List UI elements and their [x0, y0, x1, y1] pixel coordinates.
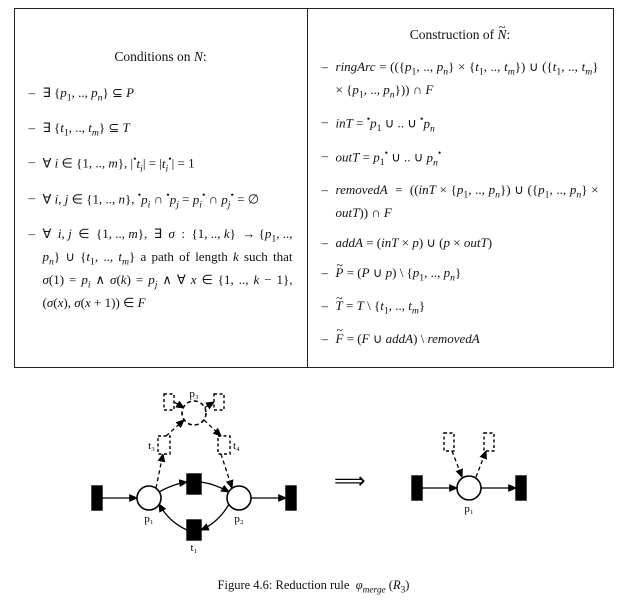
condition-body: ∀ i, j ∈ {1, .., m}, ∃ σ : {1, .., k} → …	[43, 224, 293, 312]
construction-body: inT = •p1 ∪ .. ∪ •pn	[336, 112, 599, 136]
bullet-dash: –	[29, 152, 43, 176]
condition-item: – ∃ {p1, .., pn} ⊆ P	[29, 83, 293, 106]
caption-prefix: Figure 4.6: Reduction rule	[218, 578, 350, 592]
reduction-arrow: ⟹	[334, 468, 366, 493]
construction-body: addA = (inT × p) ∪ (p × outT)	[336, 233, 599, 253]
svg-text:t₃: t₃	[148, 440, 155, 452]
bullet-dash: –	[322, 233, 336, 253]
bullet-dash: –	[322, 57, 336, 102]
bullet-dash: –	[322, 263, 336, 286]
bullet-dash: –	[322, 112, 336, 136]
bullet-dash: –	[29, 224, 43, 312]
condition-item: – ∀ i ∈ {1, .., m}, |•ti| = |ti•| = 1	[29, 152, 293, 176]
construction-body: T = T \ {t1, .., tm}	[336, 296, 599, 319]
rule-box: Conditions on N: – ∃ {p1, .., pn} ⊆ P – …	[14, 8, 614, 368]
construction-item: – F = (F ∪ addA) \ removedA	[322, 329, 599, 349]
conditions-heading: Conditions on N:	[29, 49, 293, 65]
columns: Conditions on N: – ∃ {p1, .., pn} ⊆ P – …	[15, 9, 613, 367]
construction-item: – addA = (inT × p) ∪ (p × outT)	[322, 233, 599, 253]
figure-caption: Figure 4.6: Reduction rule φmerge (R3)	[14, 578, 614, 596]
construction-column: Construction of N: – ringArc = (({p1, ..…	[308, 9, 613, 367]
condition-body: ∀ i, j ∈ {1, .., n}, •pi ∩ •pj = pi• ∩ p…	[43, 188, 293, 212]
condition-item: – ∀ i, j ∈ {1, .., n}, •pi ∩ •pj = pi• ∩…	[29, 188, 293, 212]
construction-body: removedA = ((inT × {p1, .., pn}) ∪ ({p1,…	[336, 180, 599, 223]
bullet-dash: –	[29, 188, 43, 212]
petri-net-diagram: p₁ p₂ p₃ t₁ t₂ t₃ t₄ ⟹ p₁	[14, 388, 614, 558]
construction-item: – P = (P ∪ p) \ {p1, .., pn}	[322, 263, 599, 286]
construction-body: F = (F ∪ addA) \ removedA	[336, 329, 599, 349]
condition-body: ∃ {t1, .., tm} ⊆ T	[43, 118, 293, 141]
construction-heading: Construction of N:	[322, 27, 599, 43]
condition-item: – ∀ i, j ∈ {1, .., m}, ∃ σ : {1, .., k} …	[29, 224, 293, 312]
construction-item: – outT = p1• ∪ .. ∪ pn•	[322, 146, 599, 170]
svg-text:p₂: p₂	[234, 513, 244, 525]
condition-body: ∃ {p1, .., pn} ⊆ P	[43, 83, 293, 106]
construction-body: ringArc = (({p1, .., pn} × {t1, .., tm})…	[336, 57, 599, 102]
bullet-dash: –	[322, 146, 336, 170]
svg-text:t₁: t₁	[190, 542, 197, 554]
condition-item: – ∃ {t1, .., tm} ⊆ T	[29, 118, 293, 141]
bullet-dash: –	[29, 83, 43, 106]
svg-text:p₁: p₁	[464, 503, 474, 515]
svg-text:p₁: p₁	[144, 513, 154, 525]
svg-text:t₂: t₂	[190, 479, 197, 491]
construction-body: P = (P ∪ p) \ {p1, .., pn}	[336, 263, 599, 286]
svg-text:t₄: t₄	[233, 440, 240, 452]
bullet-dash: –	[322, 180, 336, 223]
bullet-dash: –	[29, 118, 43, 141]
bullet-dash: –	[322, 296, 336, 319]
construction-item: – ringArc = (({p1, .., pn} × {t1, .., tm…	[322, 57, 599, 102]
reduction-figure: p₁ p₂ p₃ t₁ t₂ t₃ t₄ ⟹ p₁ Figure 4.6: Reductio…	[14, 388, 614, 596]
construction-body: outT = p1• ∪ .. ∪ pn•	[336, 146, 599, 170]
condition-body: ∀ i ∈ {1, .., m}, |•ti| = |ti•| = 1	[43, 152, 293, 176]
construction-item: – removedA = ((inT × {p1, .., pn}) ∪ ({p…	[322, 180, 599, 223]
construction-item: – T = T \ {t1, .., tm}	[322, 296, 599, 319]
conditions-column: Conditions on N: – ∃ {p1, .., pn} ⊆ P – …	[15, 9, 308, 367]
construction-item: – inT = •p1 ∪ .. ∪ •pn	[322, 112, 599, 136]
bullet-dash: –	[322, 329, 336, 349]
svg-text:p₃: p₃	[189, 388, 199, 400]
